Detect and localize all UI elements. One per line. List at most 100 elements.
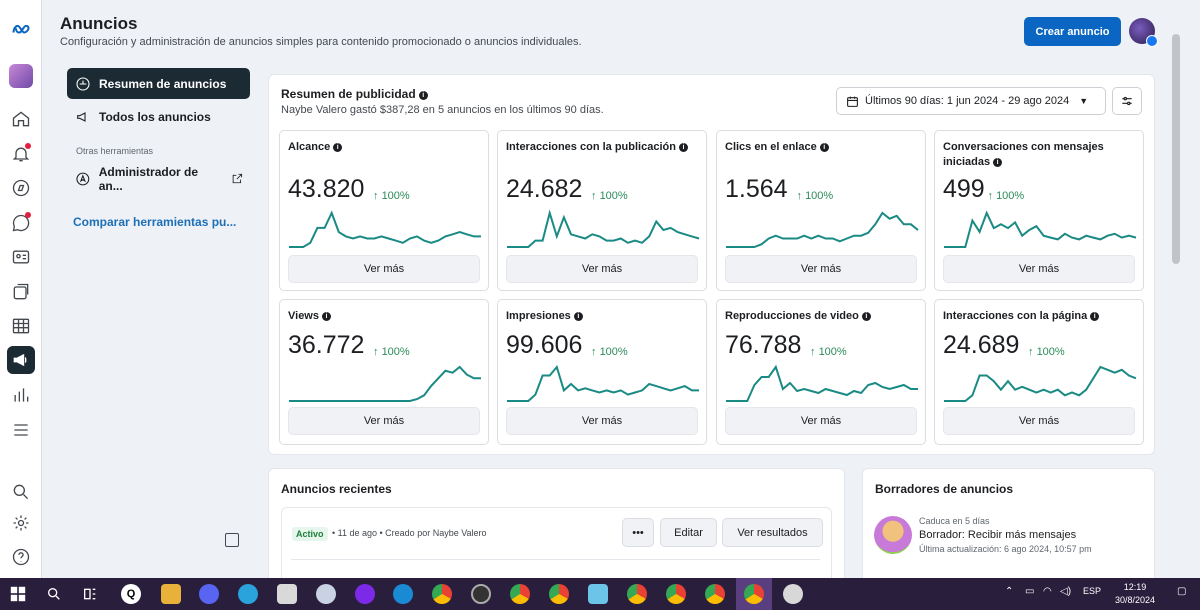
search-icon[interactable] [7, 478, 35, 506]
arrow-up-icon: ↑ [373, 190, 382, 202]
telegram-icon[interactable] [238, 584, 258, 604]
edge-icon[interactable] [393, 584, 413, 604]
tray-chevron-icon[interactable]: ⌃ [1005, 586, 1014, 597]
see-more-button[interactable]: Ver más [943, 407, 1135, 435]
profile-avatar[interactable] [1129, 18, 1158, 47]
chrome-icon[interactable] [510, 584, 530, 604]
info-icon[interactable]: i [322, 312, 331, 321]
nav-item-all-ads[interactable]: Todos los anuncios [67, 101, 250, 132]
sparkline-series [944, 365, 1137, 402]
draft-thumbnail[interactable] [874, 516, 912, 554]
sparkline [507, 209, 700, 248]
bell-icon[interactable] [7, 140, 35, 168]
compass-icon[interactable] [7, 174, 35, 202]
info-icon[interactable]: i [819, 143, 829, 152]
metric-card: Interacciones con la página i 24.689 ↑ 100%… [934, 299, 1144, 445]
wifi-icon[interactable]: ◠ [1043, 586, 1052, 597]
metric-title-text: Impresiones [506, 310, 571, 322]
nav-section-heading: Otras herramientas [76, 146, 154, 156]
drafts-title: Borradores de anuncios [875, 482, 1014, 496]
ad-meta: • 11 de ago • Creado por Naybe Valero [332, 528, 487, 538]
info-icon[interactable]: i [573, 312, 583, 321]
obs-icon[interactable] [471, 584, 491, 604]
table-icon[interactable] [7, 312, 35, 340]
menu-icon[interactable] [7, 416, 35, 444]
chrome-icon[interactable] [705, 584, 725, 604]
app-q-icon[interactable]: Q [121, 584, 141, 604]
see-more-button[interactable]: Ver más [725, 255, 917, 283]
info-icon[interactable]: i [333, 143, 343, 152]
chrome-icon[interactable] [666, 584, 686, 604]
navigation-icon [76, 172, 90, 185]
meta-logo-icon[interactable] [7, 16, 35, 44]
see-more-button[interactable]: Ver más [725, 407, 917, 435]
metric-card: Alcance i 43.820 ↑ 100% Ver más [279, 130, 489, 291]
search-icon[interactable] [44, 584, 64, 604]
info-icon[interactable]: i [993, 158, 1003, 167]
chrome-icon[interactable] [549, 584, 569, 604]
more-options-button[interactable]: ••• [622, 518, 654, 547]
chat-icon[interactable] [7, 209, 35, 237]
chrome-icon[interactable] [627, 584, 647, 604]
metric-value: 499 [943, 175, 985, 203]
bar-chart-icon[interactable] [7, 381, 35, 409]
info-icon[interactable]: i [861, 312, 871, 321]
sparkline-series [507, 209, 700, 248]
app-icon[interactable] [316, 584, 336, 604]
megaphone-icon[interactable] [7, 346, 35, 374]
info-icon[interactable]: i [678, 143, 688, 152]
battery-icon[interactable]: ▭ [1025, 586, 1035, 597]
account-avatar[interactable] [7, 62, 35, 90]
compare-tools-link[interactable]: Comparar herramientas pu... [73, 215, 237, 229]
metric-delta-value: 100% [381, 190, 410, 202]
info-icon[interactable]: i [418, 91, 428, 100]
language-indicator[interactable]: ESP [1083, 586, 1102, 596]
metric-card: Reproducciones de video i 76.788 ↑ 100% Ver … [716, 299, 926, 445]
page-title: Anuncios [60, 14, 138, 33]
nav-item-overview[interactable]: Resumen de anuncios [67, 68, 250, 99]
metric-delta: ↑ 100% [591, 190, 628, 202]
notifications-icon[interactable]: ▢ [1177, 586, 1187, 597]
see-more-button[interactable]: Ver más [288, 407, 480, 435]
home-icon[interactable] [7, 105, 35, 133]
canva-icon[interactable] [355, 584, 375, 604]
volume-icon[interactable]: ◁) [1060, 586, 1072, 597]
view-results-button[interactable]: Ver resultados [722, 518, 823, 547]
clock-date: 30/8/2024 [1114, 595, 1156, 605]
app-icon[interactable] [783, 584, 803, 604]
see-more-button[interactable]: Ver más [506, 407, 698, 435]
folder-icon[interactable] [161, 584, 181, 604]
nav-item-label: Todos los anuncios [99, 109, 211, 124]
page-scrollbar[interactable] [1172, 34, 1180, 264]
sparkline-series [944, 210, 1137, 248]
nav-item-ads-manager[interactable]: Administrador de an... [67, 163, 250, 194]
chrome-icon[interactable] [744, 584, 764, 604]
info-icon[interactable]: i [1090, 312, 1100, 321]
contact-card-icon[interactable] [7, 243, 35, 271]
gear-icon[interactable] [7, 509, 35, 537]
collapse-panel-icon[interactable] [225, 533, 239, 547]
see-more-button[interactable]: Ver más [288, 255, 480, 283]
clock[interactable]: 12:19 30/8/2024 [1110, 581, 1160, 607]
pages-icon[interactable] [7, 278, 35, 306]
nav-item-label: Administrador de an... [98, 164, 199, 193]
app-icon[interactable] [588, 584, 608, 604]
edit-button[interactable]: Editar [660, 518, 717, 547]
discord-icon[interactable] [199, 584, 219, 604]
see-more-button[interactable]: Ver más [943, 255, 1135, 283]
metric-title: Interacciones con la página i [943, 309, 1129, 324]
see-more-button[interactable]: Ver más [506, 255, 698, 283]
create-ad-button[interactable]: Crear anuncio [1024, 17, 1121, 46]
chrome-icon[interactable] [432, 584, 452, 604]
metric-title: Interacciones con la publicación i [506, 140, 692, 155]
metric-title-text: Interacciones con la publicación [506, 141, 676, 153]
task-view-icon[interactable] [80, 584, 100, 604]
filter-button[interactable] [1112, 87, 1142, 115]
windows-start-icon[interactable] [8, 584, 28, 604]
help-icon[interactable] [7, 543, 35, 571]
sparkline [726, 364, 918, 402]
date-range-select[interactable]: Últimos 90 días: 1 jun 2024 - 29 ago 202… [836, 87, 1106, 115]
calculator-icon[interactable] [277, 584, 297, 604]
draft-updated: Última actualización: 6 ago 2024, 10:57 … [919, 544, 1092, 554]
draft-name[interactable]: Borrador: Recibir más mensajes [919, 529, 1077, 541]
